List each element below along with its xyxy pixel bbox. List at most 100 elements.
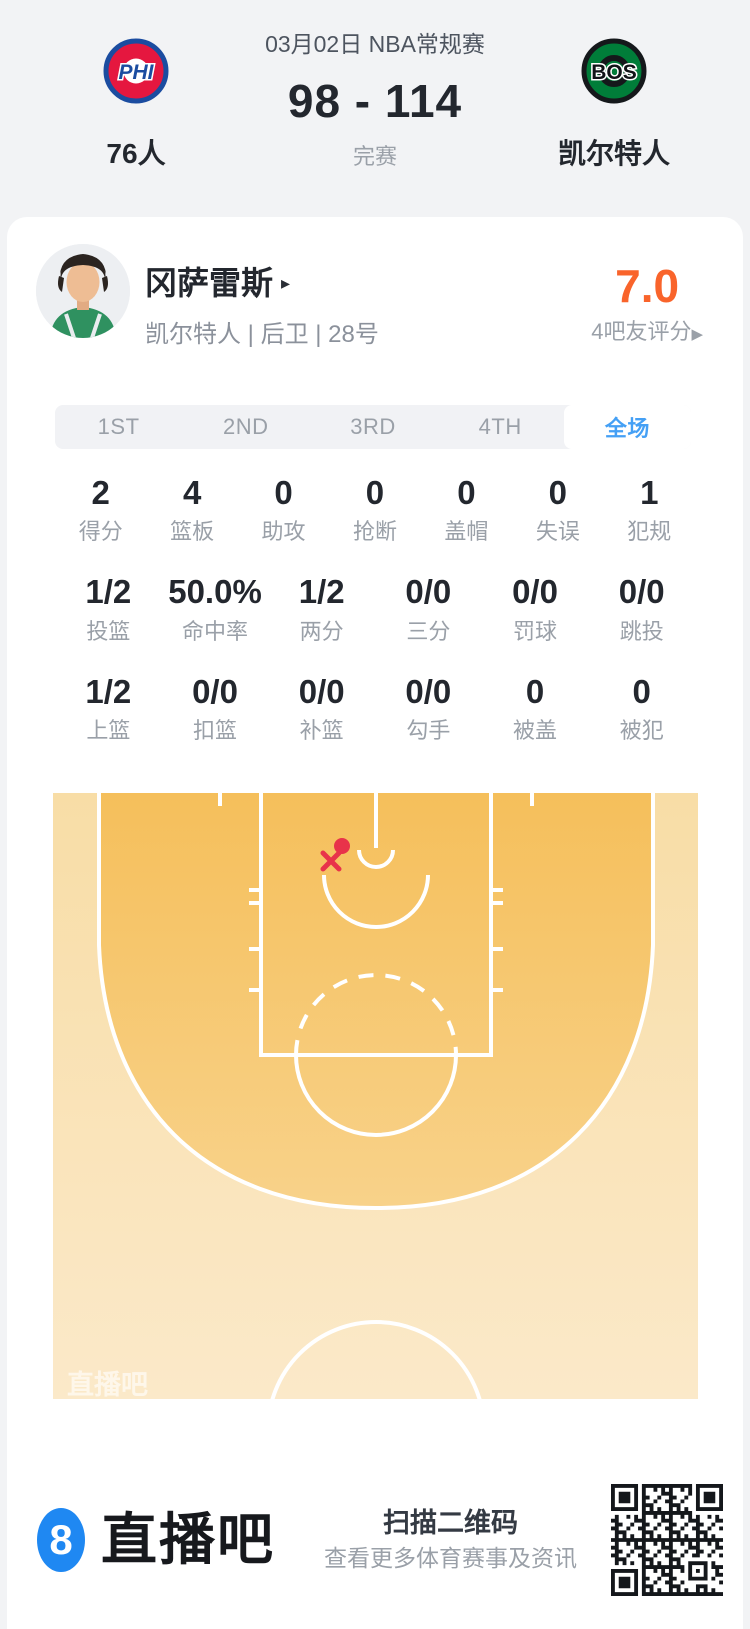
bos-team-logo-icon: BOS [581, 38, 647, 104]
stat-label: 两分 [299, 618, 344, 644]
stat-label: 勾手 [406, 718, 451, 744]
stats-grid: 2 得分 4 篮板 0 助攻 0 抢断 0 盖帽 0 失误 1 犯规 1/2 投篮 50.0% 命中率 1/2 两分 0… [55, 474, 695, 773]
stat-label: 上篮 [86, 718, 131, 744]
stat-label: 盖帽 [444, 519, 489, 545]
quarter-tabs: 1ST 2ND 3RD 4TH 全场 [55, 405, 692, 449]
stat-value: 1/2 [85, 573, 132, 611]
stat-label: 助攻 [261, 519, 306, 545]
tab-2nd[interactable]: 2ND [223, 414, 269, 439]
player-photo [36, 244, 130, 338]
stat-label: 得分 [78, 519, 123, 545]
restricted-area-arc [322, 874, 430, 929]
scoreboard: PHI 76人 03月02日 NBA常规赛 98 - 114 完赛 BOS 凯尔… [0, 0, 750, 217]
stat-上篮: 1/2 上篮 [55, 672, 162, 744]
stat-label: 命中率 [182, 618, 249, 644]
court-inside-arc [99, 793, 653, 1208]
stat-失误: 0 失误 [512, 474, 603, 545]
free-throw-circle-dashed [294, 973, 458, 1056]
stat-篮板: 4 篮板 [146, 474, 237, 545]
stat-value: 0/0 [618, 573, 665, 611]
stat-value: 2 [91, 474, 110, 511]
rating-label: 4吧友评分▶ [591, 319, 703, 344]
stat-盖帽: 0 盖帽 [421, 474, 512, 545]
qr-subtitle: 查看更多体育赛事及资讯 [324, 1545, 577, 1571]
stat-value: 0/0 [298, 672, 345, 710]
rating-block[interactable]: 7.0 4吧友评分▶ [591, 263, 703, 343]
stat-勾手: 0/0 勾手 [375, 672, 482, 744]
footer-qr-text: 扫描二维码 查看更多体育赛事及资讯 [324, 1510, 577, 1570]
stat-label: 篮板 [170, 519, 215, 545]
footer: 8 直播吧 扫描二维码 查看更多体育赛事及资讯 [37, 1475, 723, 1605]
rim-arc [357, 849, 395, 869]
match-date: 03月02日 NBA常规赛 [265, 31, 485, 57]
footer-brand: 8 直播吧 [37, 1508, 275, 1572]
caret-right-icon: ▸ [281, 273, 291, 293]
player-avatar[interactable] [36, 244, 130, 338]
zhibo8-logo-icon: 8 [37, 1508, 85, 1572]
stat-助攻: 0 助攻 [238, 474, 329, 545]
match-status: 完赛 [352, 144, 397, 169]
free-throw-circle-solid [294, 1054, 458, 1137]
court-svg: 直播吧 [53, 793, 698, 1399]
half-court-circle [270, 1320, 482, 1399]
stat-value: 0/0 [512, 573, 558, 611]
stat-犯规: 1 犯规 [604, 474, 695, 545]
score-center: 03月02日 NBA常规赛 98 - 114 完赛 [210, 0, 540, 168]
shot-chart-court: 直播吧 [53, 793, 698, 1399]
qr-title: 扫描二维码 [383, 1508, 518, 1538]
team-away-name: 凯尔特人 [557, 138, 670, 169]
stat-label: 犯规 [627, 519, 672, 545]
player-name: 冈萨雷斯 [145, 265, 274, 301]
stat-value: 0 [525, 672, 545, 710]
phi-team-logo-icon: PHI [103, 38, 169, 104]
lane-hash-marks [218, 793, 534, 992]
team-away: BOS 凯尔特人 [504, 38, 724, 168]
stat-投篮: 1/2 投篮 [55, 573, 162, 644]
stat-value: 0/0 [405, 672, 452, 710]
player-name-row[interactable]: 冈萨雷斯 ▸ [145, 267, 290, 299]
stat-value: 0 [632, 672, 651, 710]
stat-value: 1/2 [85, 672, 132, 710]
made-shot-marker [334, 838, 350, 854]
stat-罚球: 0/0 罚球 [482, 573, 589, 644]
court-watermark: 直播吧 [67, 1370, 148, 1399]
stat-扣篮: 0/0 扣篮 [162, 672, 269, 743]
stat-value: 0 [365, 474, 385, 511]
stat-row-3: 1/2 上篮 0/0 扣篮 0/0 补篮 0/0 勾手 0 被盖 0 被犯 [55, 672, 695, 744]
stat-抢断: 0 抢断 [329, 474, 420, 545]
stat-value: 0/0 [192, 672, 238, 710]
tab-4th[interactable]: 4TH [478, 414, 522, 439]
stat-label: 跳投 [619, 618, 664, 644]
stat-value: 0/0 [405, 573, 452, 611]
stat-value: 50.0% [168, 573, 262, 611]
stat-value: 0 [274, 474, 293, 511]
qr-code [611, 1484, 723, 1596]
stat-label: 失误 [535, 519, 580, 545]
shot-markers [320, 838, 350, 872]
stat-被盖: 0 被盖 [482, 672, 589, 744]
stat-row-1: 2 得分 4 篮板 0 助攻 0 抢断 0 盖帽 0 失误 1 犯规 [55, 474, 695, 545]
tab-3rd[interactable]: 3RD [350, 414, 396, 439]
stat-value: 1/2 [298, 573, 345, 611]
stat-label: 三分 [406, 618, 451, 644]
three-point-line [97, 793, 655, 1211]
stat-跳投: 0/0 跳投 [588, 573, 695, 644]
stat-row-2: 1/2 投篮 50.0% 命中率 1/2 两分 0/0 三分 0/0 罚球 0/0 跳投 [55, 573, 695, 644]
footer-brand-name: 直播吧 [101, 1508, 275, 1571]
stat-label: 被盖 [513, 718, 558, 744]
tab-full[interactable]: 全场 [563, 405, 692, 449]
stat-value: 0 [457, 474, 476, 511]
stat-label: 抢断 [352, 519, 397, 545]
stat-三分: 0/0 三分 [375, 573, 482, 644]
stat-命中率: 50.0% 命中率 [162, 573, 269, 644]
tab-1st[interactable]: 1ST [97, 414, 140, 439]
stat-value: 0 [548, 474, 567, 511]
team-home: PHI 76人 [26, 38, 246, 168]
missed-shot-marker [320, 850, 342, 872]
stat-label: 投篮 [86, 618, 131, 644]
stat-label: 被犯 [619, 718, 664, 744]
svg-text:BOS: BOS [591, 61, 637, 84]
stat-label: 补篮 [299, 718, 344, 744]
stat-得分: 2 得分 [55, 474, 146, 545]
arrow-right-icon: ▶ [691, 326, 703, 343]
